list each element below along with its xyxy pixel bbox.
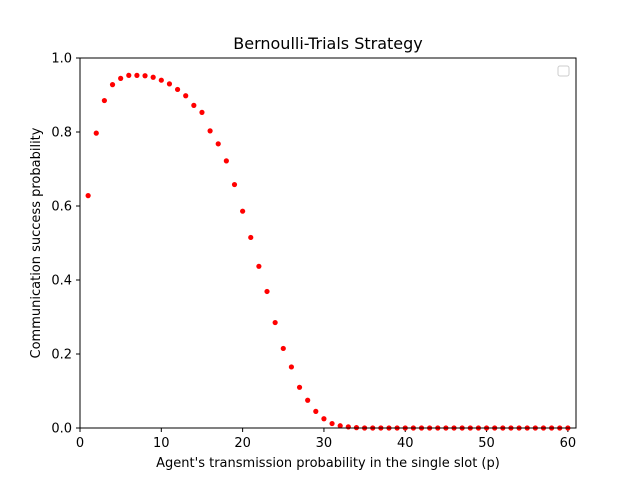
- x-tick-label: 40: [397, 436, 414, 451]
- data-point: [305, 397, 311, 403]
- y-tick-label: 0.8: [51, 126, 72, 141]
- data-point: [126, 72, 132, 78]
- x-axis-ticks: 0 10 20 30 40 50 60: [76, 428, 576, 451]
- data-point: [337, 423, 343, 429]
- data-points: [85, 72, 571, 431]
- data-point: [166, 81, 173, 87]
- y-tick-label: 0.0: [51, 422, 72, 437]
- data-point: [207, 128, 213, 134]
- data-point: [158, 77, 164, 83]
- data-point: [313, 408, 319, 414]
- data-point: [118, 75, 124, 81]
- data-point: [191, 102, 197, 108]
- data-point: [134, 72, 140, 78]
- data-point: [109, 82, 116, 88]
- x-tick-label: 20: [234, 436, 251, 451]
- plot-frame: [79, 57, 577, 429]
- data-point: [321, 416, 327, 422]
- data-point: [142, 73, 148, 79]
- data-point: [223, 158, 229, 164]
- x-tick-label: 50: [478, 436, 495, 451]
- data-point: [215, 141, 221, 147]
- data-point: [174, 86, 181, 93]
- y-tick-label: 0.6: [51, 200, 72, 215]
- data-point: [101, 97, 107, 104]
- data-point: [256, 263, 262, 269]
- legend-box: [557, 65, 570, 77]
- data-point: [199, 109, 205, 115]
- data-point: [183, 93, 189, 99]
- data-point: [231, 181, 238, 188]
- data-point: [280, 345, 286, 352]
- chart-title: Bernoulli-Trials Strategy: [233, 34, 423, 53]
- data-point: [248, 234, 254, 241]
- y-tick-label: 0.2: [51, 348, 72, 363]
- data-point: [272, 319, 278, 326]
- y-axis-ticks: 0.0 0.2 0.4 0.6 0.8 1.0: [51, 52, 80, 437]
- data-point: [345, 424, 351, 430]
- y-tick-label: 1.0: [51, 52, 72, 67]
- data-point: [296, 384, 303, 390]
- y-tick-label: 0.4: [51, 274, 72, 289]
- x-tick-label: 10: [153, 436, 170, 451]
- x-axis-label: Agent's transmission probability in the …: [156, 456, 500, 471]
- data-point: [240, 208, 246, 214]
- data-point: [264, 288, 270, 295]
- data-point: [329, 420, 335, 427]
- y-axis-label: Communication success probability: [29, 127, 44, 358]
- x-tick-label: 60: [560, 436, 577, 451]
- data-point: [93, 130, 99, 136]
- x-tick-label: 30: [316, 436, 333, 451]
- data-point: [288, 364, 295, 370]
- data-point: [150, 74, 156, 80]
- data-point: [85, 193, 91, 199]
- x-tick-label: 0: [76, 436, 84, 451]
